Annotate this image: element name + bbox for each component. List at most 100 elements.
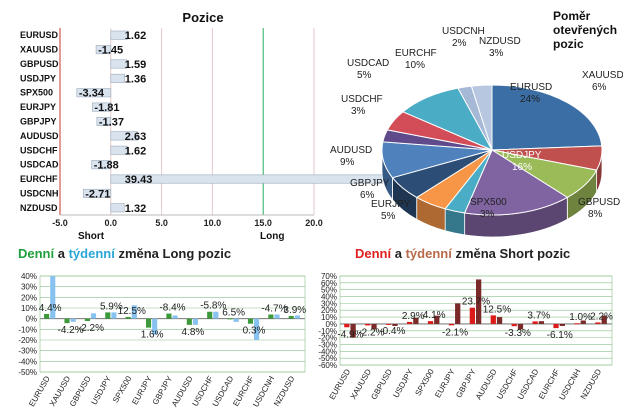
column-bar	[574, 323, 580, 325]
column-bar	[166, 313, 172, 319]
column-bar	[172, 315, 178, 319]
data-label: -2.2%	[78, 323, 104, 334]
column-bar	[192, 318, 198, 325]
position-bar	[110, 59, 128, 69]
category-label: GBPJPY	[20, 117, 57, 127]
column-bar	[207, 311, 213, 319]
category-label: GBPUSD	[369, 367, 394, 401]
y-tick-label: -50%	[318, 354, 337, 363]
slice-name-label: NZDUSD	[479, 36, 521, 47]
chart-title-part: týdenní	[69, 246, 116, 261]
pie-slice	[470, 84, 493, 151]
column-bar	[406, 321, 413, 324]
slice-pct-label: 6%	[360, 190, 375, 201]
data-label: 6.5%	[222, 307, 245, 318]
slice-pct-label: 16%	[512, 162, 532, 173]
data-label: 2.2%	[590, 311, 613, 322]
column-bar	[294, 315, 300, 319]
chart-title: Denní a týdenní změna Long pozic	[18, 246, 231, 261]
plot-frame	[39, 275, 306, 373]
column-bar	[476, 279, 482, 324]
category-label: NZDUSD	[579, 367, 604, 401]
value-label: 1.62	[125, 30, 146, 42]
y-tick-label: 30%	[321, 299, 337, 308]
value-label: 1.32	[125, 203, 146, 215]
category-label: USDJPY	[90, 374, 114, 406]
y-tick-label: -40%	[318, 347, 337, 356]
slice-pct-label: 9%	[340, 157, 355, 168]
column-bar	[511, 323, 517, 327]
chart-title-part: změna Short pozic	[452, 246, 570, 261]
chart-title-part: týdenní	[406, 246, 453, 261]
data-label: 2.9%	[402, 311, 425, 322]
column-bar	[64, 318, 70, 324]
slice-name-label: SPX500	[470, 197, 507, 208]
column-bar	[427, 321, 434, 324]
chart-title-line: Poměr	[553, 9, 591, 23]
column-bar	[413, 317, 419, 324]
column-bar	[392, 323, 398, 326]
data-label: 4.4%	[39, 303, 62, 314]
short-label: Short	[78, 231, 105, 242]
position-bar	[110, 73, 125, 83]
short-change-chart: Denní a týdenní změna Short pozic 70%60%5…	[318, 246, 613, 402]
slice-name-label: EURJPY	[371, 199, 411, 210]
slice-pct-label: 5%	[357, 70, 372, 81]
data-label: 12.5%	[483, 304, 511, 315]
data-label: 4.8%	[181, 327, 204, 338]
data-label: -8.4%	[159, 303, 185, 314]
slice-pct-label: 6%	[592, 82, 607, 93]
y-tick-label: 70%	[321, 272, 337, 281]
y-tick-label: -60%	[318, 361, 337, 370]
column-bar	[448, 323, 455, 326]
value-label: 1.59	[125, 59, 146, 71]
x-tick-label: 5.0	[155, 218, 168, 228]
long-change-chart: Denní a týdenní změna Long pozic 40% 30%20…	[18, 246, 306, 409]
y-tick-label: 20%	[21, 293, 37, 302]
column-bar	[50, 276, 56, 319]
value-label: -1.81	[94, 102, 119, 114]
column-bar	[268, 314, 274, 319]
slice-pct-label: 3%	[351, 106, 366, 117]
column-bar	[90, 313, 97, 319]
column-bar	[580, 320, 586, 324]
y-tick-label: -10%	[18, 325, 37, 334]
slice-name-label: EURCHF	[395, 48, 437, 59]
pie-slice	[463, 149, 569, 216]
slice-name-label: USDJPY	[502, 150, 542, 161]
value-label: -3.34	[79, 88, 105, 100]
y-tick-label: 0%	[25, 315, 37, 324]
y-tick-label: -50%	[18, 368, 37, 377]
category-label: USDCNH	[20, 188, 59, 198]
y-tick-label: -30%	[318, 340, 337, 349]
slice-name-label: GBPJPY	[350, 178, 390, 189]
column-bar	[601, 315, 607, 324]
category-label: USDCHF	[20, 145, 58, 155]
data-label: -6.1%	[547, 330, 573, 341]
column-bar	[254, 318, 260, 340]
x-tick-label: 0.0	[105, 218, 118, 228]
data-label: 4.1%	[423, 310, 446, 321]
column-bar	[595, 322, 601, 324]
column-bar	[517, 323, 524, 330]
y-tick-label: 10%	[321, 313, 337, 322]
y-tick-label: 0%	[325, 320, 337, 329]
column-bar	[532, 321, 538, 324]
chart-title-part: Denní	[18, 246, 55, 261]
column-bar	[490, 315, 496, 324]
position-bar	[96, 117, 112, 126]
data-label: -2.1%	[442, 327, 468, 338]
value-label: -1.45	[98, 45, 123, 57]
ratio-pie-chart: EURUSD24%XAUUSD6%GBPUSD8%USDJPY16%SPX500…	[330, 9, 623, 238]
column-bar	[288, 316, 294, 319]
data-label: 12.5%	[118, 306, 146, 317]
chart-title-part: Denní	[355, 246, 392, 261]
column-bar	[146, 318, 152, 328]
positions-chart: Pozice -5.0 0.0 5.0 10.0 15.0 20.0 EURUSD 1.62 XA…	[20, 10, 512, 242]
value-label: 2.63	[125, 131, 146, 143]
data-label: -4.9%	[337, 329, 363, 340]
column-bar	[344, 323, 350, 328]
category-label: NZDUSD	[20, 203, 58, 213]
category-label: SPX500	[20, 88, 53, 98]
